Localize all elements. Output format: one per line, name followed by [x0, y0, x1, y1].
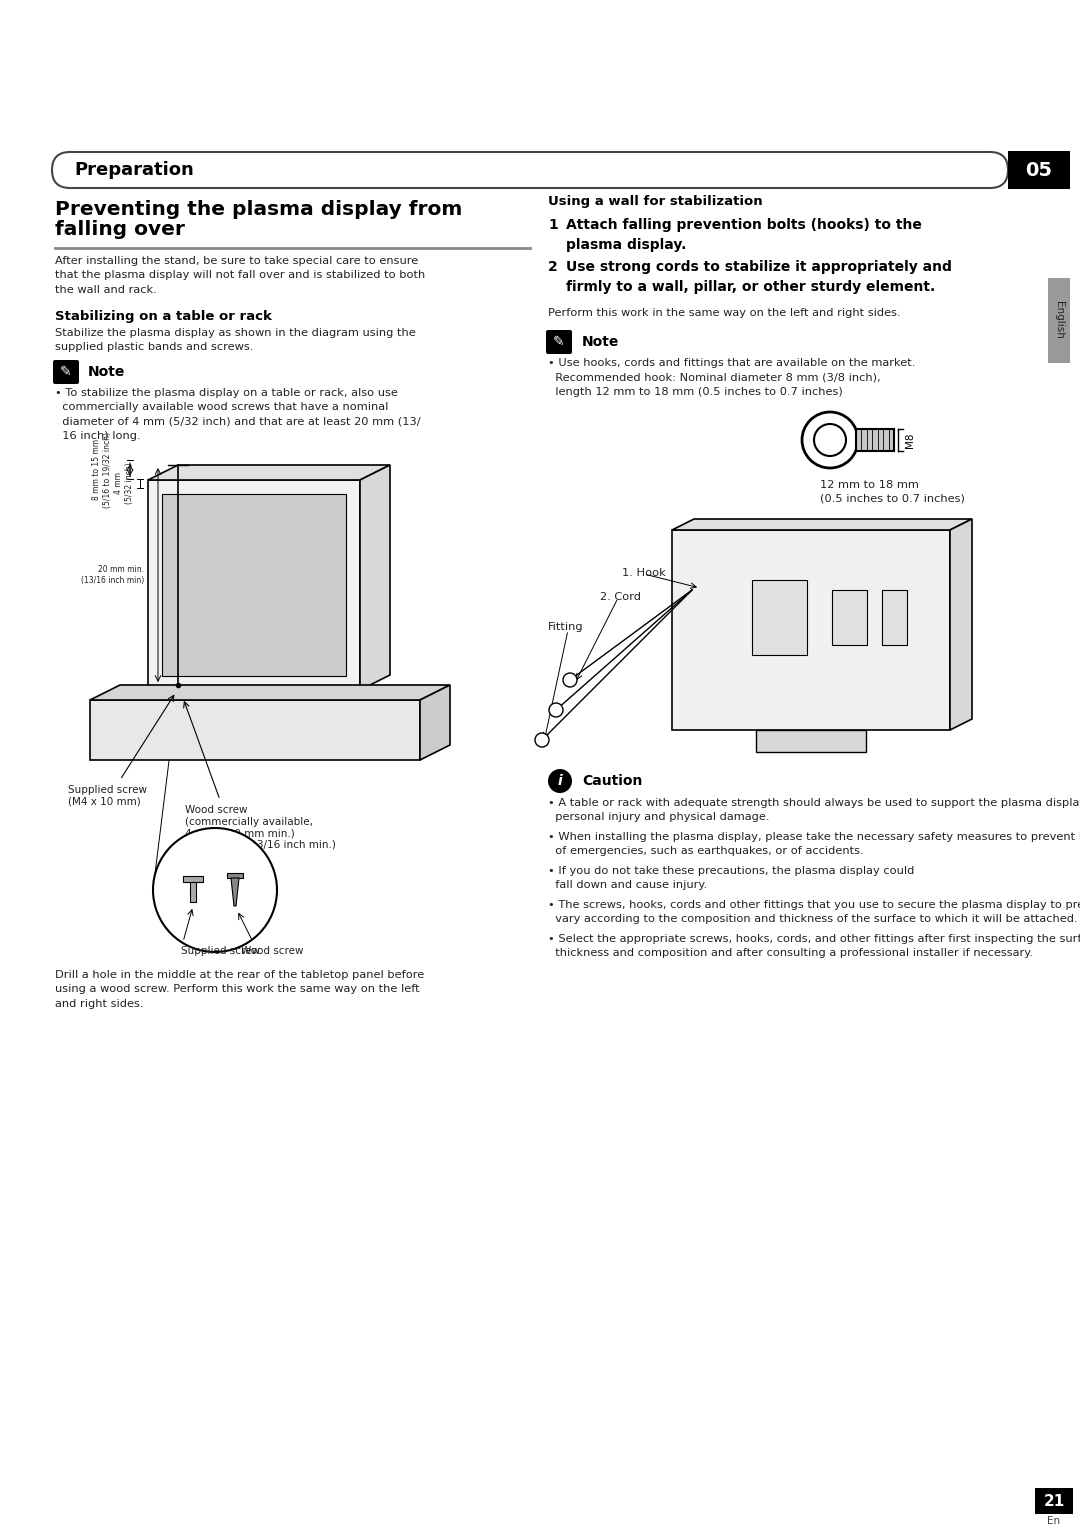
Text: Stabilize the plasma display as shown in the diagram using the
supplied plastic : Stabilize the plasma display as shown in…	[55, 329, 416, 353]
Text: 8 mm to 15 mm
(5/16 to 19/32 inch): 8 mm to 15 mm (5/16 to 19/32 inch)	[92, 431, 111, 507]
Polygon shape	[231, 879, 239, 906]
Text: Wood screw
(commercially available,
4 mm x 20 mm min.)
(5/32 inch x 13/16 inch m: Wood screw (commercially available, 4 mm…	[185, 805, 336, 850]
Text: 12 mm to 18 mm
(0.5 inches to 0.7 inches): 12 mm to 18 mm (0.5 inches to 0.7 inches…	[820, 480, 964, 503]
Bar	[756, 730, 866, 752]
Text: English: English	[1054, 301, 1064, 339]
FancyBboxPatch shape	[52, 151, 1008, 188]
Text: 20 mm min.
(13/16 inch min): 20 mm min. (13/16 inch min)	[81, 565, 144, 585]
Polygon shape	[162, 494, 346, 675]
Polygon shape	[148, 465, 390, 480]
Circle shape	[153, 828, 276, 952]
Text: • To stabilize the plasma display on a table or rack, also use
  commercially av: • To stabilize the plasma display on a t…	[55, 388, 420, 442]
Bar	[1048, 278, 1070, 364]
FancyBboxPatch shape	[53, 361, 79, 384]
Text: M8: M8	[905, 432, 915, 448]
Text: 1: 1	[548, 219, 557, 232]
Circle shape	[548, 769, 572, 793]
Polygon shape	[420, 685, 450, 759]
Text: Note: Note	[582, 335, 619, 348]
Text: En: En	[1048, 1516, 1061, 1526]
Bar	[752, 581, 807, 656]
Text: ✎: ✎	[553, 335, 565, 348]
Text: Using a wall for stabilization: Using a wall for stabilization	[548, 196, 762, 208]
Text: 05: 05	[1026, 160, 1053, 179]
Polygon shape	[90, 700, 420, 759]
Text: Note: Note	[87, 365, 125, 379]
Polygon shape	[148, 480, 360, 691]
Text: Preventing the plasma display from: Preventing the plasma display from	[55, 200, 462, 219]
Text: i: i	[557, 775, 563, 788]
Polygon shape	[672, 530, 950, 730]
Polygon shape	[360, 465, 390, 691]
Text: • A table or rack with adequate strength should always be used to support the pl: • A table or rack with adequate strength…	[548, 798, 1080, 822]
Bar	[1008, 151, 1070, 189]
Circle shape	[814, 423, 846, 455]
Text: Attach falling prevention bolts (hooks) to the
plasma display.: Attach falling prevention bolts (hooks) …	[566, 219, 922, 252]
Text: 21: 21	[1043, 1493, 1065, 1508]
Circle shape	[802, 413, 858, 468]
Text: • When installing the plasma display, please take the necessary safety measures : • When installing the plasma display, pl…	[548, 833, 1080, 856]
Text: 4 mm
(5/32 inch): 4 mm (5/32 inch)	[114, 463, 134, 504]
Text: 1. Hook: 1. Hook	[622, 568, 665, 578]
Text: 2: 2	[548, 260, 557, 274]
Text: Fitting: Fitting	[548, 622, 583, 633]
Bar	[190, 882, 195, 902]
Circle shape	[549, 703, 563, 717]
Text: Use strong cords to stabilize it appropriately and
firmly to a wall, pillar, or : Use strong cords to stabilize it appropr…	[566, 260, 951, 293]
Text: falling over: falling over	[55, 220, 185, 238]
Polygon shape	[950, 520, 972, 730]
Bar	[882, 590, 907, 645]
Circle shape	[535, 733, 549, 747]
Text: 2. Cord: 2. Cord	[600, 591, 642, 602]
Text: Wood screw: Wood screw	[241, 946, 303, 957]
Bar	[832, 590, 867, 645]
Text: After installing the stand, be sure to take special care to ensure
that the plas: After installing the stand, be sure to t…	[55, 257, 426, 295]
Text: Stabilizing on a table or rack: Stabilizing on a table or rack	[55, 310, 272, 322]
Text: ✎: ✎	[60, 365, 71, 379]
Text: Supplied screw
(M4 x 10 mm): Supplied screw (M4 x 10 mm)	[68, 785, 147, 807]
FancyBboxPatch shape	[546, 330, 572, 354]
Text: • Use hooks, cords and fittings that are available on the market.
  Recommended : • Use hooks, cords and fittings that are…	[548, 358, 916, 397]
Text: • If you do not take these precautions, the plasma display could
  fall down and: • If you do not take these precautions, …	[548, 866, 915, 891]
Text: Preparation: Preparation	[75, 160, 193, 179]
Polygon shape	[183, 876, 203, 882]
Text: Supplied screw.: Supplied screw.	[181, 946, 262, 957]
Text: • The screws, hooks, cords and other fittings that you use to secure the plasma : • The screws, hooks, cords and other fit…	[548, 900, 1080, 924]
Bar	[1035, 1488, 1074, 1514]
Text: Perform this work in the same way on the left and right sides.: Perform this work in the same way on the…	[548, 309, 901, 318]
Text: • Select the appropriate screws, hooks, cords, and other fittings after first in: • Select the appropriate screws, hooks, …	[548, 934, 1080, 958]
Polygon shape	[227, 872, 243, 879]
Text: Caution: Caution	[582, 775, 643, 788]
Circle shape	[563, 672, 577, 688]
Polygon shape	[90, 685, 450, 700]
Polygon shape	[672, 520, 972, 530]
Bar	[856, 429, 894, 451]
Text: Drill a hole in the middle at the rear of the tabletop panel before
using a wood: Drill a hole in the middle at the rear o…	[55, 970, 424, 1008]
